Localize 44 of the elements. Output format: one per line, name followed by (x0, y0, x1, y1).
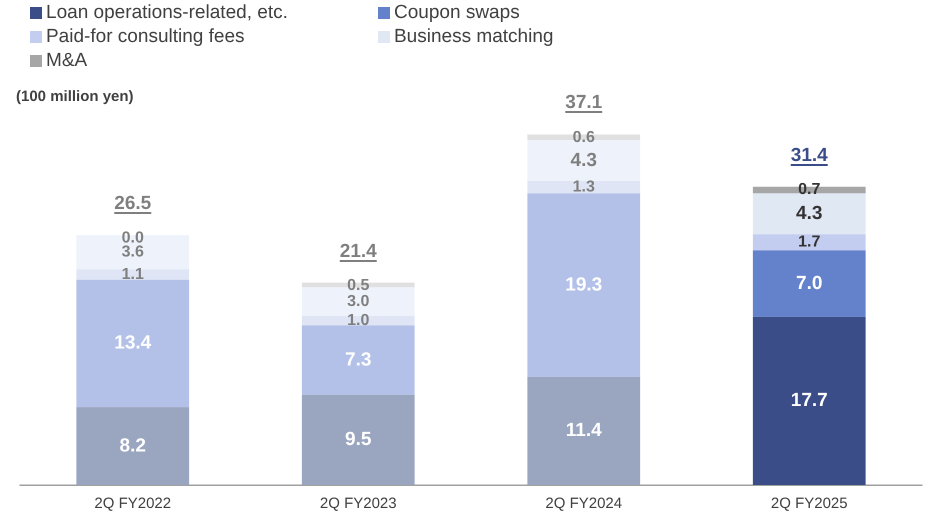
data-label: 7.3 (345, 349, 372, 370)
bar (752, 316, 866, 485)
legend-label: Paid-for consulting fees (46, 26, 245, 48)
data-label: 19.3 (565, 274, 602, 296)
total-label: 37.1 (565, 92, 602, 114)
data-label: 7.0 (796, 272, 822, 294)
data-label: 1.0 (347, 312, 370, 330)
data-label: 4.3 (570, 150, 597, 171)
bar (752, 193, 866, 234)
bar (527, 181, 640, 194)
bar (527, 376, 640, 485)
x-tick-label: 2Q FY2025 (770, 495, 848, 512)
bar (302, 316, 415, 326)
bar (302, 325, 415, 395)
data-label: 9.5 (345, 429, 372, 450)
data-label: 0.6 (572, 128, 595, 146)
x-tick-label: 2Q FY2023 (320, 495, 397, 512)
data-label: 11.4 (566, 420, 602, 442)
data-label: 0.5 (347, 277, 370, 294)
total-label: 21.4 (340, 240, 377, 263)
data-label: 4.3 (796, 203, 822, 224)
bar (752, 234, 866, 250)
data-label: 1.7 (798, 234, 820, 251)
data-label: 3.0 (347, 293, 370, 310)
bar (76, 269, 190, 280)
data-label: 13.4 (114, 332, 152, 354)
bar (76, 407, 190, 485)
x-tick-label: 2Q FY2024 (545, 495, 622, 512)
data-label: 1.3 (572, 178, 595, 196)
data-label: 17.7 (790, 390, 828, 412)
total-label: 31.4 (790, 144, 828, 167)
legend-label: Business matching (394, 26, 554, 48)
bar (302, 394, 415, 485)
bar (752, 250, 866, 317)
x-tick-label: 2Q FY2022 (94, 495, 172, 512)
total-label: 26.5 (114, 193, 152, 216)
legend-label: Coupon swaps (394, 2, 520, 24)
y-axis-title: (100 million yen) (16, 88, 134, 105)
bar (76, 280, 190, 408)
legend-label: M&A (46, 50, 88, 72)
bar (527, 193, 640, 377)
data-label: 1.1 (122, 266, 144, 283)
data-label: 8.2 (120, 435, 146, 456)
legend-label: Loan operations-related, etc. (46, 2, 288, 24)
